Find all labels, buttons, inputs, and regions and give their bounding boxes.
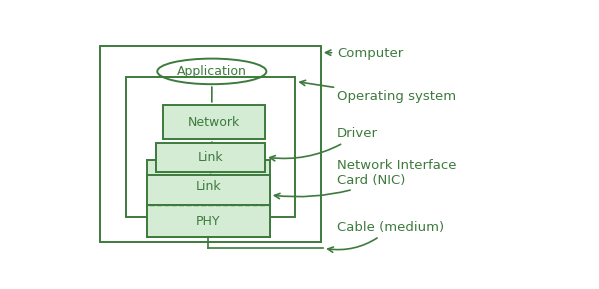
Text: Operating system: Operating system — [300, 80, 456, 103]
Bar — [147, 205, 270, 237]
Text: Cable (medium): Cable (medium) — [328, 221, 444, 252]
Bar — [147, 160, 270, 237]
Text: Driver: Driver — [270, 127, 378, 161]
Text: Application: Application — [177, 65, 247, 78]
Text: PHY: PHY — [196, 214, 220, 227]
Text: Network Interface
Card (NIC): Network Interface Card (NIC) — [274, 159, 456, 199]
Bar — [101, 46, 321, 242]
Text: Link: Link — [198, 151, 223, 164]
Bar — [163, 105, 265, 139]
Bar — [147, 175, 270, 205]
Bar — [156, 142, 265, 172]
Bar — [126, 77, 295, 217]
Text: Computer: Computer — [325, 47, 403, 60]
Text: Network: Network — [188, 116, 240, 129]
Text: Link: Link — [195, 180, 221, 193]
